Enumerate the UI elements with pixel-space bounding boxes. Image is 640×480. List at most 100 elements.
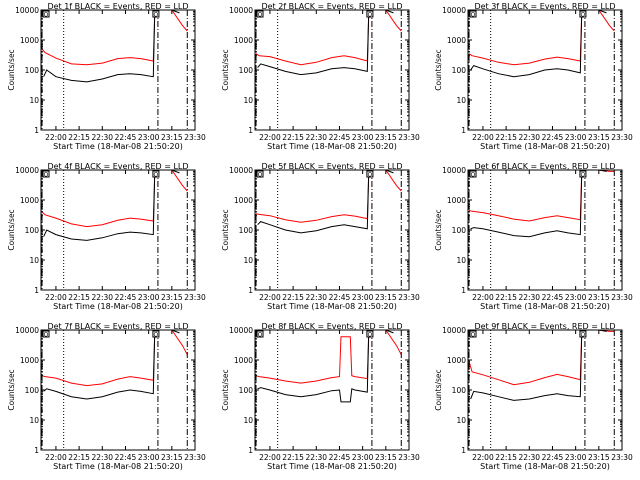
y-tick-label: 1 (248, 446, 253, 455)
x-tick-label: 22:45 (115, 453, 137, 462)
x-tick-label: 22:45 (115, 133, 137, 142)
marker-box (256, 330, 264, 338)
x-tick-label: 22:15 (68, 133, 90, 142)
plot-data-area (468, 330, 615, 450)
x-tick-label: 23:30 (611, 133, 633, 142)
marker-box (366, 10, 374, 18)
marker-box-label: O (44, 172, 49, 179)
x-axis-label: Start Time (18-Mar-08 21:50:20) (480, 142, 610, 151)
x-axis-label: Start Time (18-Mar-08 21:50:20) (53, 462, 183, 471)
x-tick-label: 23:30 (184, 133, 206, 142)
marker-box (579, 170, 587, 178)
x-tick-label: 23:00 (565, 293, 587, 302)
lld-series-line (41, 330, 188, 387)
x-tick-label: 22:30 (518, 133, 540, 142)
x-tick-label: 23:30 (611, 293, 633, 302)
marker-box (42, 330, 50, 338)
y-tick-label: 1000 (234, 356, 253, 365)
x-tick-label: 23:15 (375, 453, 397, 462)
y-axis-label: Counts/sec (7, 369, 16, 410)
marker-box (579, 10, 587, 18)
x-tick-label: 22:45 (542, 293, 564, 302)
plot-data-area (255, 170, 402, 290)
x-tick-label: 23:30 (398, 453, 420, 462)
y-tick-label: 10 (243, 256, 253, 265)
x-tick-label: 23:00 (352, 133, 374, 142)
y-tick-label: 1000 (447, 196, 466, 205)
y-tick-label: 10000 (15, 6, 39, 15)
y-tick-label: 100 (25, 386, 40, 395)
y-tick-label: 1 (34, 446, 39, 455)
y-tick-label: 1000 (20, 356, 39, 365)
x-tick-label: 23:15 (161, 453, 183, 462)
x-axis-label: Start Time (18-Mar-08 21:50:20) (480, 462, 610, 471)
y-tick-label: 10 (243, 96, 253, 105)
marker-box (256, 10, 264, 18)
x-tick-label: 22:15 (68, 453, 90, 462)
y-tick-label: 10 (29, 416, 39, 425)
y-tick-label: 10000 (442, 326, 466, 335)
y-axis-label: Counts/sec (221, 49, 230, 90)
marker-box-label: O (581, 332, 586, 339)
y-tick-label: 1000 (234, 36, 253, 45)
marker-box-label: O (471, 332, 476, 339)
x-axis-label: Start Time (18-Mar-08 21:50:20) (267, 462, 397, 471)
y-tick-label: 100 (25, 226, 40, 235)
x-axis-label: Start Time (18-Mar-08 21:50:20) (53, 142, 183, 151)
x-tick-label: 23:15 (375, 133, 397, 142)
x-tick-label: 23:00 (352, 293, 374, 302)
x-tick-label: 23:30 (398, 133, 420, 142)
marker-box (469, 10, 477, 18)
marker-box-label: O (154, 12, 159, 19)
x-tick-label: 23:15 (588, 453, 610, 462)
plot-data-area (41, 10, 188, 130)
y-axis-label: Counts/sec (7, 209, 16, 250)
y-axis-label: Counts/sec (434, 209, 443, 250)
x-tick-label: 22:15 (495, 453, 517, 462)
panel-title: Det 7f BLACK = Events, RED = LLD (47, 322, 188, 331)
marker-box (152, 10, 160, 18)
x-tick-label: 22:15 (495, 133, 517, 142)
marker-box-label: O (471, 12, 476, 19)
marker-box (152, 170, 160, 178)
x-tick-label: 22:45 (115, 293, 137, 302)
x-tick-label: 23:30 (184, 453, 206, 462)
x-tick-label: 22:00 (472, 453, 494, 462)
x-tick-label: 23:15 (588, 293, 610, 302)
y-tick-label: 1 (461, 126, 466, 135)
events-series-line (43, 10, 180, 83)
marker-box-label: O (368, 12, 373, 19)
x-tick-label: 22:45 (329, 133, 351, 142)
x-axis-label: Start Time (18-Mar-08 21:50:20) (480, 302, 610, 311)
y-tick-label: 10000 (442, 166, 466, 175)
x-tick-label: 22:00 (259, 293, 281, 302)
lld-series-line (468, 170, 615, 222)
x-tick-label: 22:00 (45, 133, 67, 142)
events-series-line (257, 170, 394, 234)
marker-box-label: O (258, 172, 263, 179)
marker-box (469, 170, 477, 178)
y-axis-label: Counts/sec (7, 49, 16, 90)
x-tick-label: 23:00 (138, 453, 160, 462)
x-tick-label: 22:30 (305, 133, 327, 142)
x-tick-label: 22:00 (472, 293, 494, 302)
x-axis-label: Start Time (18-Mar-08 21:50:20) (53, 302, 183, 311)
x-tick-label: 22:45 (329, 453, 351, 462)
marker-box (366, 170, 374, 178)
x-tick-label: 22:30 (305, 293, 327, 302)
x-tick-label: 22:00 (259, 453, 281, 462)
marker-box-label: O (258, 332, 263, 339)
y-tick-label: 1000 (20, 196, 39, 205)
x-axis-label: Start Time (18-Mar-08 21:50:20) (267, 142, 397, 151)
y-tick-label: 100 (239, 66, 254, 75)
marker-box-label: O (581, 12, 586, 19)
plot-data-area (255, 10, 402, 130)
